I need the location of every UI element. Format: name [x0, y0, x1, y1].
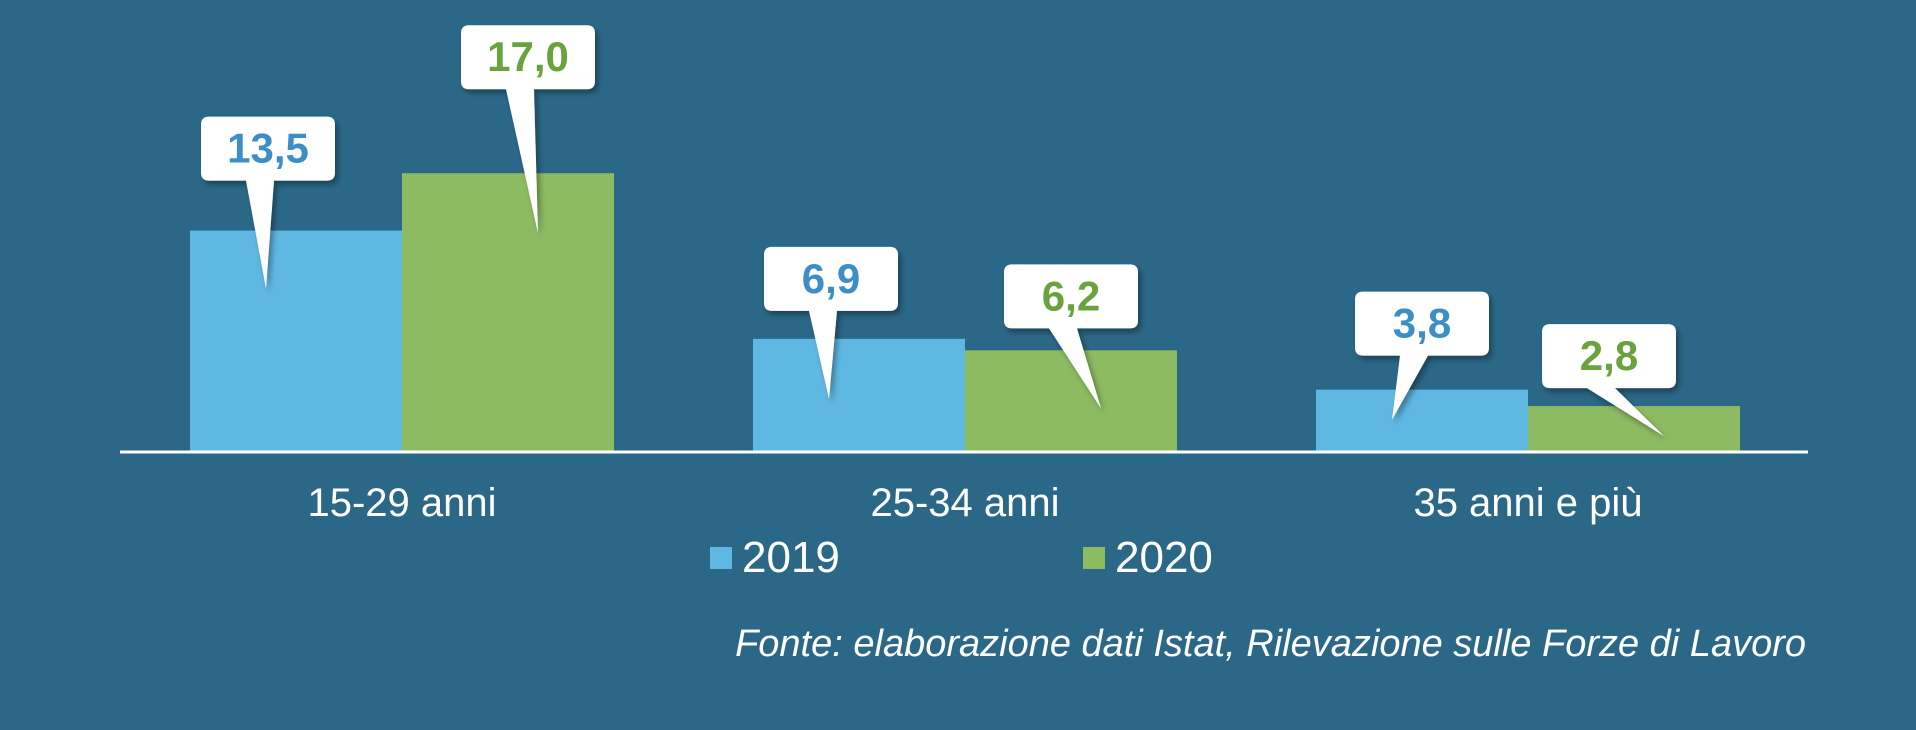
- data-label-text-2019-2: 3,8: [1393, 300, 1451, 347]
- data-label-2020-1: 6,2: [1004, 264, 1138, 409]
- data-label-text-2019-0: 13,5: [227, 125, 309, 172]
- data-label-box: [1355, 291, 1489, 420]
- bar-2019-2: [1316, 389, 1528, 452]
- legend-swatch-2020: [1083, 547, 1105, 569]
- x-tick-label-0: 15-29 anni: [307, 481, 496, 525]
- bar-2019-0: [190, 230, 402, 452]
- legend-swatch-2019: [710, 547, 732, 569]
- bars-layer: [190, 173, 1740, 452]
- data-label-2020-2: 2,8: [1542, 324, 1676, 437]
- bar-2020-0: [402, 173, 614, 452]
- legend: 2019 2020: [710, 533, 1213, 582]
- data-label-text-2020-2: 2,8: [1580, 332, 1638, 379]
- data-labels: 13,5 17,0 6,9 6,2 3,8 2,8: [201, 25, 1676, 437]
- legend-label-2019: 2019: [742, 533, 840, 582]
- data-label-text-2020-0: 17,0: [487, 33, 569, 80]
- x-tick-label-1: 25-34 anni: [870, 481, 1059, 525]
- data-label-box: [764, 246, 898, 399]
- data-label-2019-2: 3,8: [1355, 291, 1489, 420]
- data-label-box: [1004, 264, 1138, 409]
- data-label-box: [461, 25, 595, 234]
- data-label-text-2020-1: 6,2: [1042, 272, 1100, 319]
- source-note: Fonte: elaborazione dati Istat, Rilevazi…: [735, 623, 1806, 665]
- data-label-box: [201, 116, 335, 289]
- bar-2019-1: [753, 338, 965, 452]
- x-tick-label-2: 35 anni e più: [1413, 481, 1642, 525]
- data-label-2019-0: 13,5: [201, 116, 335, 289]
- bar-2020-1: [965, 350, 1177, 452]
- legend-label-2020: 2020: [1115, 533, 1213, 582]
- data-label-box: [1542, 324, 1676, 437]
- data-label-2020-0: 17,0: [461, 25, 595, 234]
- data-label-2019-1: 6,9: [764, 246, 898, 399]
- x-tick-labels: 15-29 anni 25-34 anni 35 anni e più: [307, 481, 1642, 525]
- data-label-text-2019-1: 6,9: [802, 255, 860, 302]
